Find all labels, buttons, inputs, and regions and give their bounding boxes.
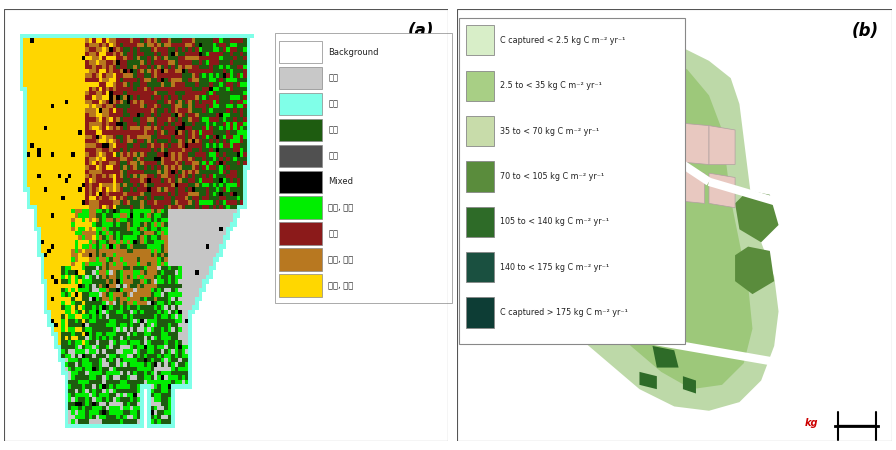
Bar [466,25,494,55]
Text: 나지: 나지 [328,74,339,83]
Text: C captured < 2.5 kg C m⁻² yr⁻¹: C captured < 2.5 kg C m⁻² yr⁻¹ [501,36,625,45]
Bar [280,41,322,63]
Polygon shape [535,39,753,389]
Text: 수면: 수면 [328,99,339,108]
Bar [466,71,494,101]
Polygon shape [661,122,709,165]
Text: 35 to < 70 kg C m⁻² yr⁻¹: 35 to < 70 kg C m⁻² yr⁻¹ [501,126,599,135]
Bar [275,33,452,303]
Text: 70 to < 105 kg C m⁻² yr⁻¹: 70 to < 105 kg C m⁻² yr⁻¹ [501,172,605,181]
Bar [280,222,322,245]
Text: 연봇, 갈대: 연봇, 갈대 [328,281,354,290]
Bar [280,119,322,141]
Bar [626,193,644,203]
Polygon shape [709,126,735,165]
Text: (a): (a) [409,22,435,40]
Polygon shape [640,372,657,389]
Polygon shape [735,190,779,242]
Text: Background: Background [328,48,379,57]
Polygon shape [474,44,535,277]
Bar [622,212,675,238]
Bar [280,274,322,297]
Polygon shape [735,247,774,294]
Polygon shape [496,22,779,411]
Bar [466,161,494,192]
Text: 140 to < 175 kg C m⁻² yr⁻¹: 140 to < 175 kg C m⁻² yr⁻¹ [501,263,609,272]
Text: Mixed: Mixed [328,177,353,186]
Bar [280,171,322,193]
Text: C captured > 175 kg C m⁻² yr⁻¹: C captured > 175 kg C m⁻² yr⁻¹ [501,308,628,317]
Polygon shape [614,87,635,169]
Text: 부들: 부들 [328,229,339,238]
Bar [280,144,322,167]
Polygon shape [652,346,678,368]
Bar [459,18,685,344]
Bar [280,248,322,271]
Text: 갈대: 갈대 [328,151,339,160]
Bar [466,252,494,282]
Bar [280,197,322,219]
Text: 연봇, 장펬: 연봇, 장펬 [328,203,354,212]
Bar [280,93,322,115]
Bar [466,207,494,237]
Bar [466,297,494,328]
Bar [280,67,322,90]
Text: 장펬, 갈대: 장펬, 갈대 [328,255,354,264]
Text: 105 to < 140 kg C m⁻² yr⁻¹: 105 to < 140 kg C m⁻² yr⁻¹ [501,217,609,226]
Text: kg: kg [805,418,818,428]
Text: 2.5 to < 35 kg C m⁻² yr⁻¹: 2.5 to < 35 kg C m⁻² yr⁻¹ [501,81,602,90]
Text: 연봇: 연봇 [328,126,339,135]
Polygon shape [588,82,614,169]
Polygon shape [661,169,704,203]
Bar [466,116,494,146]
Text: (b): (b) [851,22,878,40]
Polygon shape [683,376,696,393]
Polygon shape [709,173,735,208]
